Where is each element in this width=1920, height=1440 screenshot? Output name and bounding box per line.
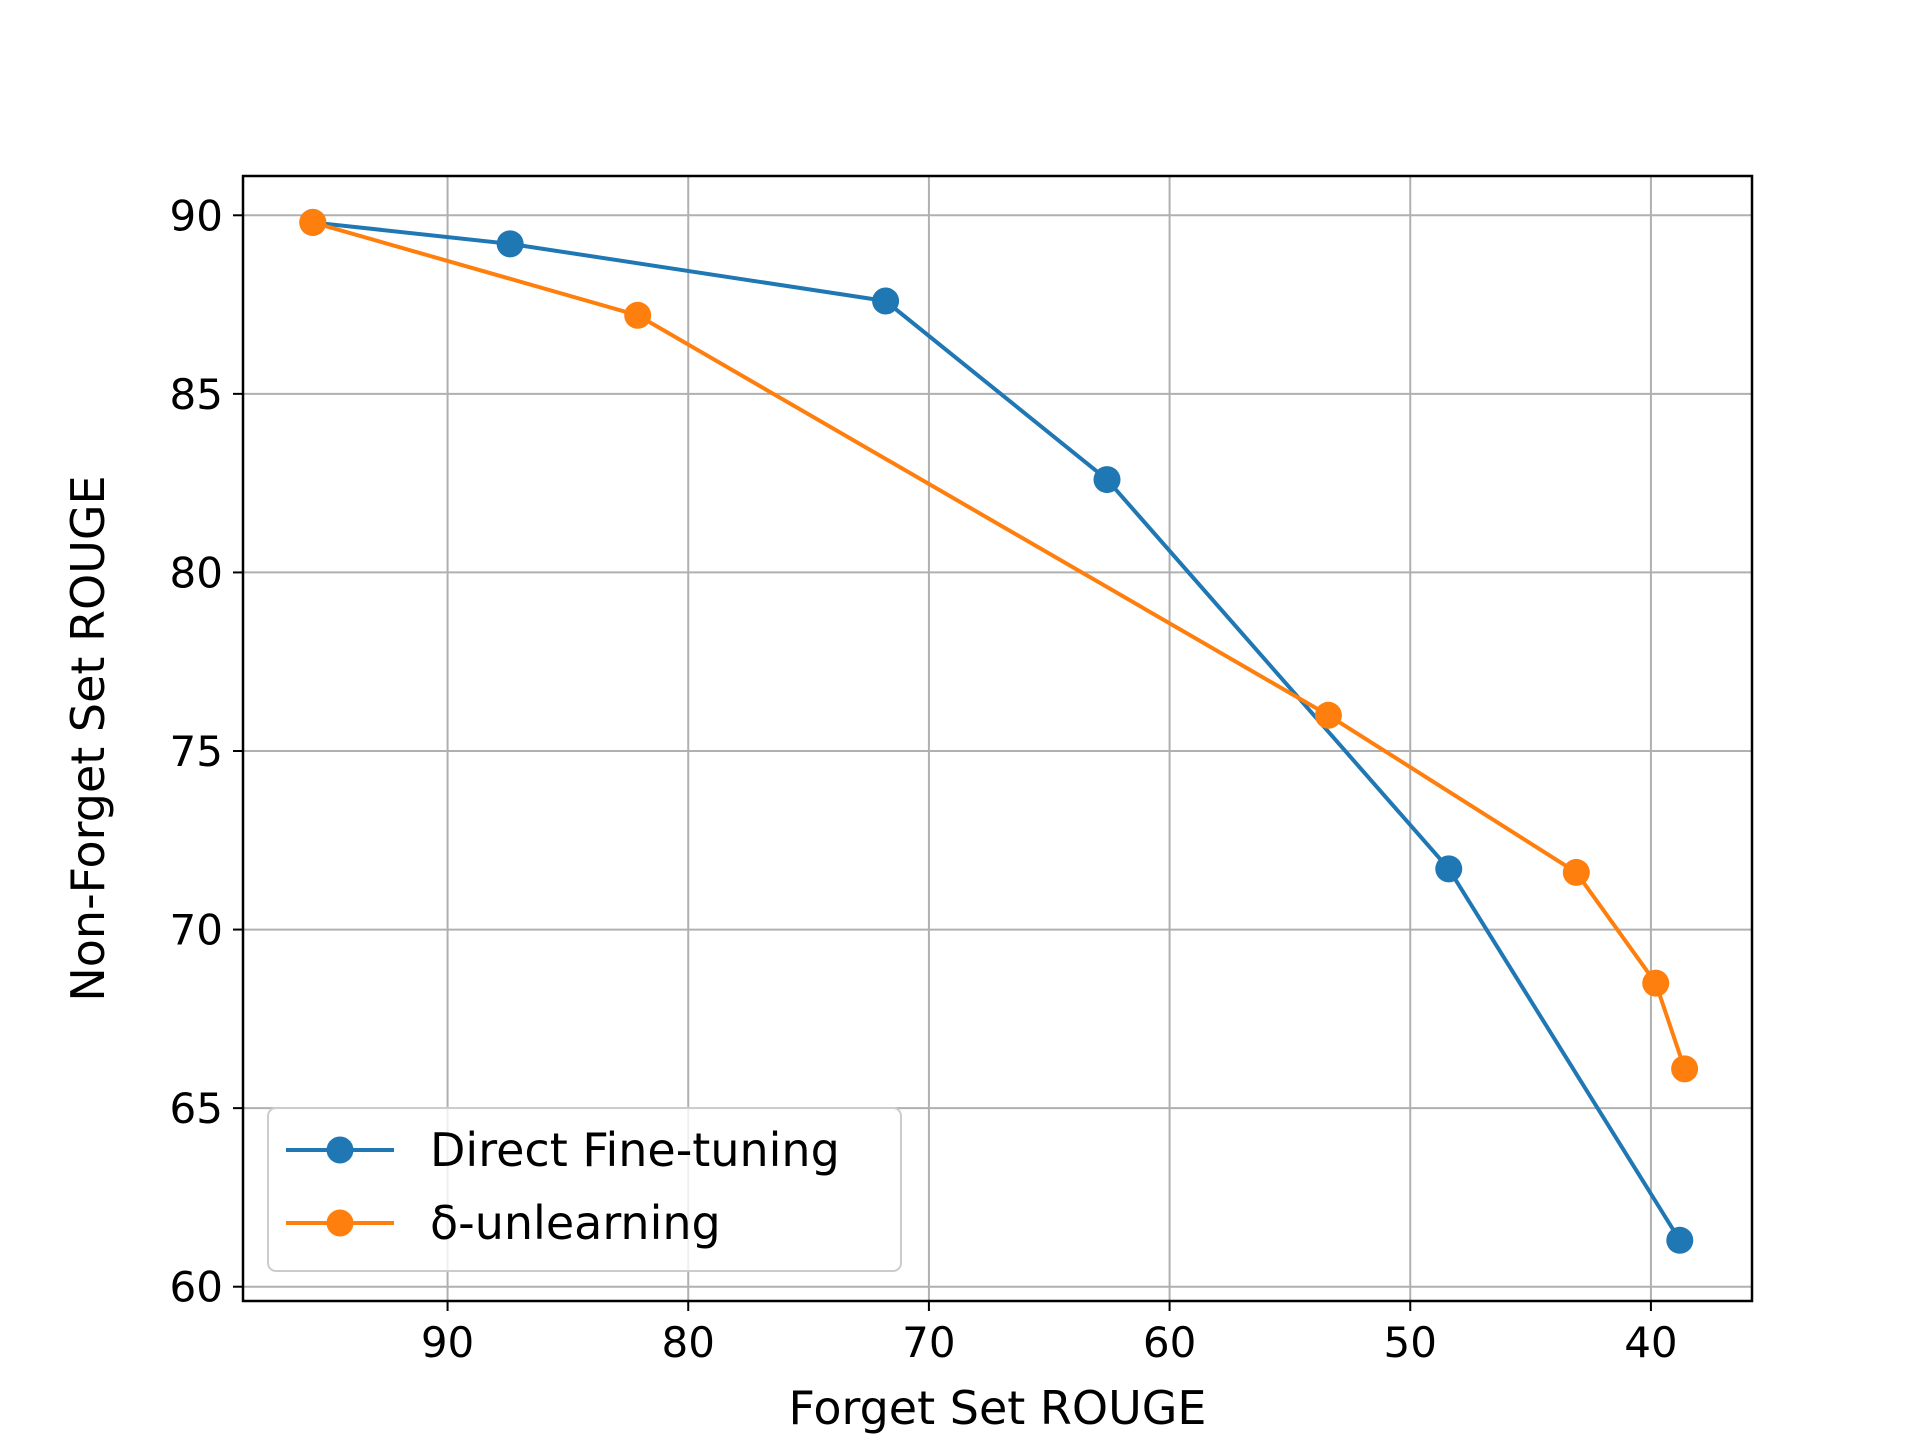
legend-item: δ-unlearning (286, 1196, 721, 1250)
data-point (299, 208, 327, 236)
data-point (1642, 969, 1670, 997)
data-point (1666, 1226, 1694, 1254)
x-tick-label: 50 (1384, 1318, 1437, 1367)
legend-label: δ-unlearning (430, 1196, 721, 1250)
x-tick-label: 70 (902, 1318, 955, 1367)
series-2 (299, 208, 1699, 1083)
legend-marker (326, 1136, 354, 1164)
series-line (312, 220, 1682, 1242)
x-tick-label: 60 (1143, 1318, 1196, 1367)
x-tick-label: 40 (1624, 1318, 1677, 1367)
legend-item: Direct Fine-tuning (286, 1123, 840, 1177)
x-tick-label: 90 (421, 1318, 474, 1367)
series-line (312, 220, 1687, 1070)
data-point (1435, 855, 1463, 883)
legend-box (267, 1107, 902, 1272)
data-point (1671, 1055, 1699, 1083)
data-point (624, 301, 652, 329)
data-point (1314, 701, 1342, 729)
series-layer (299, 208, 1699, 1254)
y-tick-label: 90 (170, 191, 223, 240)
y-tick-label: 65 (170, 1084, 223, 1133)
legend: Direct Fine-tuning δ-unlearning (267, 1107, 902, 1272)
y-tick-label: 70 (170, 906, 223, 955)
y-axis-title: Non-Forget Set ROUGE (61, 475, 115, 1001)
plot-frame (241, 174, 1754, 1303)
data-point (1562, 858, 1590, 886)
ticks: 90 80 70 60 50 40 60 65 70 75 80 85 90 (170, 191, 1678, 1367)
x-tick-label: 80 (662, 1318, 715, 1367)
y-tick-label: 60 (170, 1263, 223, 1312)
data-point (496, 230, 524, 258)
data-point (872, 287, 900, 315)
y-tick-label: 85 (170, 370, 223, 419)
x-axis-title: Forget Set ROUGE (789, 1381, 1207, 1435)
data-point (1093, 466, 1121, 494)
y-tick-label: 75 (170, 727, 223, 776)
legend-marker (326, 1209, 354, 1237)
legend-label: Direct Fine-tuning (430, 1123, 840, 1177)
y-tick-label: 80 (170, 548, 223, 597)
